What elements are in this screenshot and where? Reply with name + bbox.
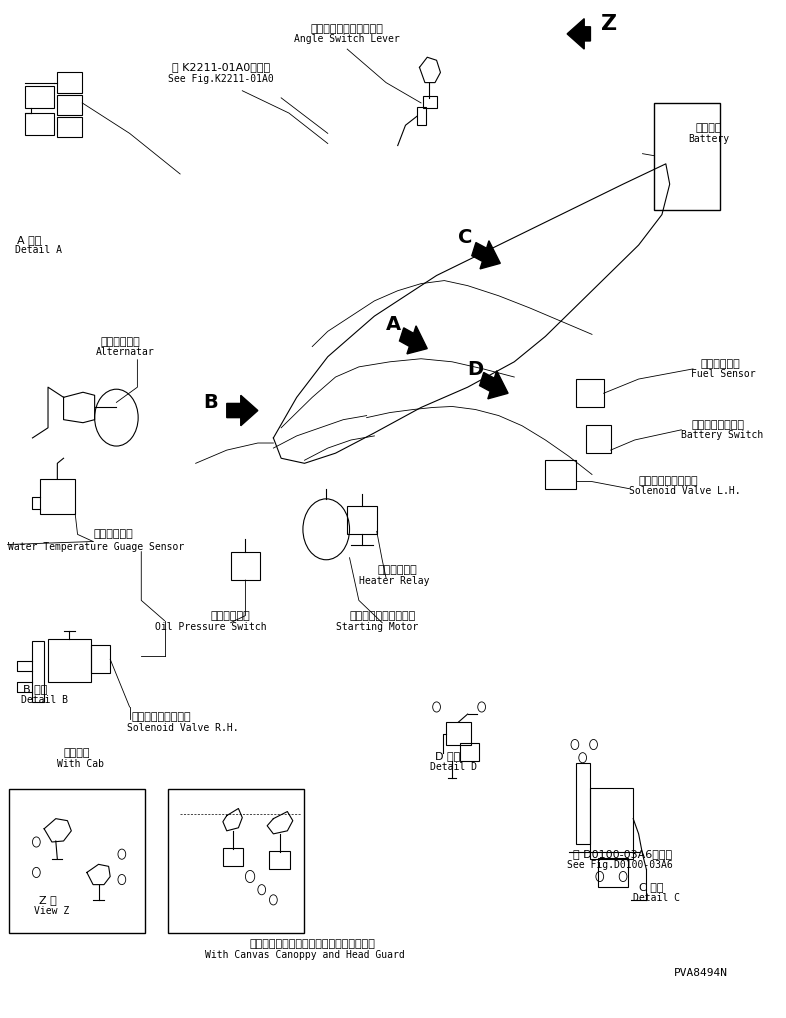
Bar <box>24 113 54 135</box>
Bar <box>32 641 44 701</box>
Bar <box>57 72 83 93</box>
Text: Oil Pressure Switch: Oil Pressure Switch <box>156 622 267 632</box>
Text: 第 D0100-03A6図参照: 第 D0100-03A6図参照 <box>572 849 672 859</box>
Text: 第 K2211-01A0図参照: 第 K2211-01A0図参照 <box>172 62 270 72</box>
Text: Detail B: Detail B <box>20 695 68 704</box>
Text: PVA8494N: PVA8494N <box>674 968 728 978</box>
Text: Battery Switch: Battery Switch <box>681 430 764 440</box>
Text: Heater Relay: Heater Relay <box>358 576 429 586</box>
Text: バッテリ: バッテリ <box>696 123 722 133</box>
Bar <box>270 851 290 869</box>
Text: スターティングモータ: スターティングモータ <box>349 611 415 621</box>
Text: バッテリスイッチ: バッテリスイッチ <box>692 419 744 430</box>
Bar <box>590 788 634 859</box>
Bar <box>446 722 471 744</box>
Text: C 詳細: C 詳細 <box>638 882 663 892</box>
Text: A: A <box>386 316 401 334</box>
FancyArrow shape <box>479 371 508 399</box>
Text: B 詳細: B 詳細 <box>23 684 47 694</box>
Text: Solenoid Valve L.H.: Solenoid Valve L.H. <box>630 486 741 496</box>
Text: ソレノイドバルブ右: ソレノイドバルブ右 <box>132 713 192 722</box>
Text: キャブ付: キャブ付 <box>64 748 90 757</box>
Text: D 詳細: D 詳細 <box>435 751 461 760</box>
Text: ヒータリレー: ヒータリレー <box>378 565 417 575</box>
Text: ソレノイドバルブ左: ソレノイドバルブ左 <box>638 475 698 486</box>
Bar <box>598 858 628 887</box>
Text: アングルスイッチレバー: アングルスイッチレバー <box>310 23 384 34</box>
Text: Detail A: Detail A <box>16 245 62 256</box>
Text: キャンバスキャノピおよびヘッドガード付: キャンバスキャノピおよびヘッドガード付 <box>249 939 375 949</box>
Bar <box>576 762 590 844</box>
Bar <box>347 506 376 534</box>
Bar <box>576 379 604 407</box>
Bar <box>545 460 576 489</box>
Text: D: D <box>468 360 484 379</box>
Text: With Cab: With Cab <box>57 758 105 769</box>
Bar <box>57 95 83 115</box>
Bar <box>586 425 611 453</box>
FancyArrow shape <box>567 18 590 49</box>
Bar <box>654 103 720 210</box>
Text: Fuel Sensor: Fuel Sensor <box>692 370 756 379</box>
Text: B: B <box>204 393 219 411</box>
FancyArrow shape <box>399 326 428 354</box>
Bar <box>223 848 243 866</box>
Bar <box>40 478 75 514</box>
Text: オルタネータ: オルタネータ <box>101 337 141 346</box>
FancyArrow shape <box>472 240 501 269</box>
Bar <box>24 86 54 108</box>
Bar <box>48 639 90 682</box>
Bar <box>417 107 427 125</box>
Text: View Z: View Z <box>34 906 69 916</box>
FancyArrow shape <box>226 395 258 426</box>
Text: See Fig.K2211-01A0: See Fig.K2211-01A0 <box>168 73 274 83</box>
Text: With Canvas Canoppy and Head Guard: With Canvas Canoppy and Head Guard <box>204 950 404 960</box>
Text: 油圧スイッチ: 油圧スイッチ <box>211 611 251 621</box>
Bar <box>460 742 479 760</box>
Text: Alternatar: Alternatar <box>96 347 155 356</box>
Bar <box>230 552 260 580</box>
Text: Detail D: Detail D <box>431 761 477 772</box>
Bar <box>90 645 110 674</box>
Text: Detail C: Detail C <box>634 893 680 903</box>
Bar <box>423 96 436 108</box>
Text: See Fig.D0100-03A6: See Fig.D0100-03A6 <box>567 860 673 870</box>
Text: Solenoid Valve R.H.: Solenoid Valve R.H. <box>127 724 239 733</box>
Text: Angle Switch Lever: Angle Switch Lever <box>294 34 400 44</box>
Text: A 詳細: A 詳細 <box>17 235 42 245</box>
Bar <box>57 117 83 137</box>
Text: Z: Z <box>601 14 618 34</box>
Text: Battery: Battery <box>688 133 729 144</box>
Text: Water Temperature Guage Sensor: Water Temperature Guage Sensor <box>8 542 184 552</box>
Text: フェルセンサ: フェルセンサ <box>701 359 740 369</box>
Text: C: C <box>458 228 472 247</box>
Bar <box>168 789 304 934</box>
Text: 水温計センサ: 水温計センサ <box>93 529 133 540</box>
Bar <box>9 789 145 934</box>
Text: Z 視: Z 視 <box>39 895 57 905</box>
Text: Starting Motor: Starting Motor <box>336 622 418 632</box>
